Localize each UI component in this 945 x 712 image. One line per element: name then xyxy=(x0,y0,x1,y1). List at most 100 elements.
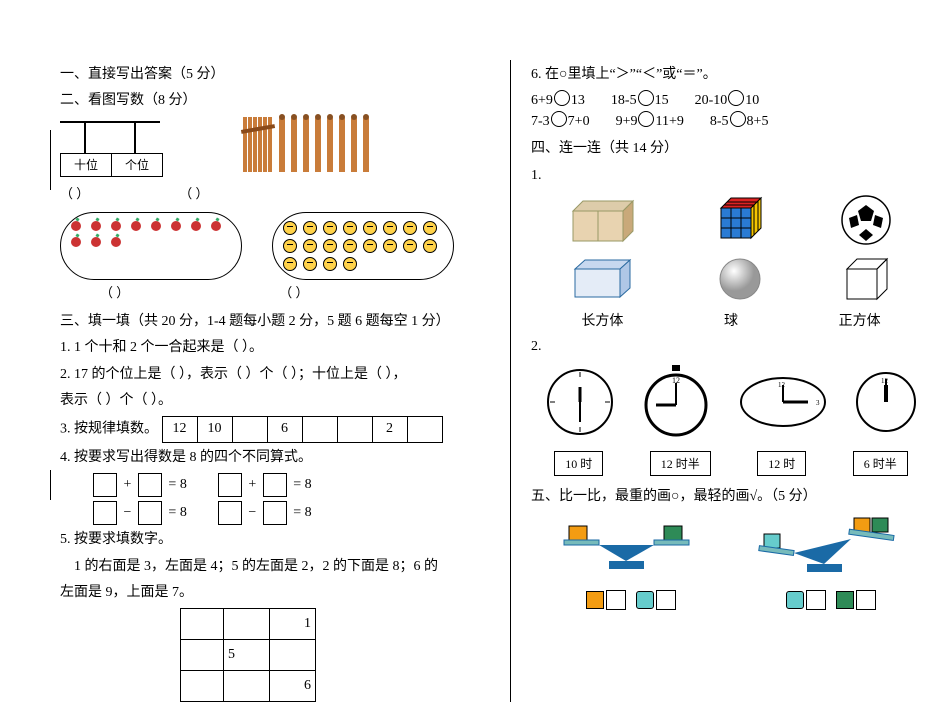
q3-2a: 2. 17 的个位上是（ ），表示（ ）个（ ）；十位上是（ ）， xyxy=(60,364,480,386)
grid-cell: 1 xyxy=(270,609,316,640)
q3-3: 3. 按规律填数。 12 10 6 2 xyxy=(60,416,480,442)
balance-1-icon xyxy=(554,516,704,586)
answer-box[interactable] xyxy=(93,501,117,525)
section-1-title: 一、直接写出答案（5 分） xyxy=(60,64,480,86)
cmp-item[interactable]: 18-515 xyxy=(611,90,669,109)
eq-result: 8 xyxy=(305,477,312,492)
label-sphere: 球 xyxy=(724,310,738,330)
abacus-answer-blank[interactable]: （ ） xyxy=(60,183,89,202)
soccer-ball-icon xyxy=(839,193,894,248)
clock-1-icon xyxy=(545,367,615,442)
eq-row-2: − = 8 − = 8 xyxy=(90,501,480,525)
svg-text:12: 12 xyxy=(881,377,889,385)
cmp-row-2: 7-37+0 9+911+9 8-58+5 xyxy=(531,111,931,130)
svg-text:12: 12 xyxy=(778,381,786,389)
abacus-tens-label: 十位 xyxy=(61,153,112,176)
cmp-item[interactable]: 20-1010 xyxy=(695,90,760,109)
clock-label-4[interactable]: 6 时半 xyxy=(853,451,908,476)
rubik-cube-icon xyxy=(711,193,766,248)
cmp-item[interactable]: 6+913 xyxy=(531,90,585,109)
answer-box[interactable] xyxy=(93,473,117,497)
q4-1: 1. xyxy=(531,165,931,187)
label-cube: 正方体 xyxy=(839,310,881,330)
seq-cell[interactable]: 6 xyxy=(267,417,302,442)
stick xyxy=(303,117,309,172)
margin-line-2 xyxy=(50,470,51,500)
section-3-title: 三、填一填（共 20 分，1-4 题每小题 2 分，5 题 6 题每空 1 分） xyxy=(60,311,480,333)
cmp-row-1: 6+913 18-515 20-1010 xyxy=(531,90,931,109)
stick xyxy=(339,117,345,172)
face-tray xyxy=(272,212,454,280)
answer-box[interactable] xyxy=(218,501,242,525)
clock-2-icon: 12 xyxy=(642,365,710,445)
clock-label-3[interactable]: 12 时 xyxy=(757,451,806,476)
section-5-title: 五、比一比，最重的画○，最轻的画√。（5 分） xyxy=(531,486,931,508)
abacus-ones-label: 个位 xyxy=(112,153,163,176)
ans-group[interactable] xyxy=(786,590,877,610)
clock-labels-row: 10 时 12 时半 12 时 6 时半 xyxy=(531,451,931,476)
clock-3-icon: 12 3 xyxy=(738,375,828,435)
seq-cell[interactable]: 10 xyxy=(197,417,232,442)
answer-box[interactable] xyxy=(138,473,162,497)
q3-3-text: 3. 按规律填数。 xyxy=(60,422,158,437)
q3-2b: 表示（ ）个（ ）。 xyxy=(60,390,480,412)
eq-result: 8 xyxy=(305,505,312,520)
q3-1: 1. 1 个十和 2 个一合起来是（ ）。 xyxy=(60,337,480,359)
stick xyxy=(363,117,369,172)
right-column: 6. 在○里填上“＞”“＜”或“＝”。 6+913 18-515 20-1010… xyxy=(510,60,931,702)
sticks-answer-blank[interactable]: （ ） xyxy=(179,183,208,202)
ans-group[interactable] xyxy=(586,590,677,610)
magic-grid[interactable]: 1 5 6 xyxy=(180,608,316,702)
q4-2: 2. xyxy=(531,336,931,358)
clock-label-2[interactable]: 12 时半 xyxy=(650,451,711,476)
grid-cell: 6 xyxy=(270,671,316,702)
cuboid-outline-icon xyxy=(570,257,640,302)
cmp-item[interactable]: 9+911+9 xyxy=(616,111,684,130)
face-answer-blank[interactable]: （ ） xyxy=(279,282,308,301)
seq-cell[interactable] xyxy=(302,417,337,442)
worksheet: 一、直接写出答案（5 分） 二、看图写数（8 分） 十位 个位 xyxy=(0,0,945,712)
objects-row xyxy=(531,193,931,248)
shapes-row xyxy=(531,254,931,304)
shape-labels: 长方体 球 正方体 xyxy=(531,310,931,330)
section-4-title: 四、连一连（共 14 分） xyxy=(531,138,931,160)
apple-tray xyxy=(60,212,242,280)
stick xyxy=(327,117,333,172)
sphere-icon xyxy=(718,257,763,302)
seq-cell[interactable]: 2 xyxy=(372,417,407,442)
seq-cell[interactable] xyxy=(232,417,267,442)
seq-cell[interactable] xyxy=(407,417,442,442)
seq-cell[interactable]: 12 xyxy=(162,417,197,442)
stick xyxy=(279,117,285,172)
answer-box[interactable] xyxy=(263,501,287,525)
q3-4: 4. 按要求写出得数是 8 的四个不同算式。 xyxy=(60,447,480,469)
answer-row xyxy=(531,590,931,610)
answer-box[interactable] xyxy=(263,473,287,497)
abacus: 十位 个位 xyxy=(60,121,163,177)
clock-4-icon: 12 xyxy=(855,371,917,438)
answer-box[interactable] xyxy=(138,501,162,525)
cmp-item[interactable]: 7-37+0 xyxy=(531,111,590,130)
counting-sticks xyxy=(243,117,369,172)
cardboard-box-icon xyxy=(568,196,638,246)
eq-row-1: + = 8 + = 8 xyxy=(90,473,480,497)
stick xyxy=(315,117,321,172)
svg-text:12: 12 xyxy=(672,376,680,385)
balance-2-icon xyxy=(749,516,909,586)
clocks-row: 12 12 3 12 xyxy=(531,365,931,445)
answer-box[interactable] xyxy=(218,473,242,497)
cmp-item[interactable]: 8-58+5 xyxy=(710,111,769,130)
cube-outline-icon xyxy=(842,254,892,304)
clock-label-1[interactable]: 10 时 xyxy=(554,451,603,476)
sequence-table[interactable]: 12 10 6 2 xyxy=(162,416,443,442)
q3-5a: 5. 按要求填数字。 xyxy=(60,529,480,551)
grid-cell: 5 xyxy=(224,640,270,671)
seq-cell[interactable] xyxy=(337,417,372,442)
section-2-title: 二、看图写数（8 分） xyxy=(60,90,480,112)
left-column: 一、直接写出答案（5 分） 二、看图写数（8 分） 十位 个位 xyxy=(60,60,480,702)
svg-text:3: 3 xyxy=(816,399,820,407)
label-cuboid: 长方体 xyxy=(581,310,623,330)
margin-line-1 xyxy=(50,130,51,190)
q3-5b: 1 的右面是 3，左面是 4；5 的左面是 2，2 的下面是 8；6 的 xyxy=(60,556,480,578)
apple-answer-blank[interactable]: （ ） xyxy=(100,282,129,301)
